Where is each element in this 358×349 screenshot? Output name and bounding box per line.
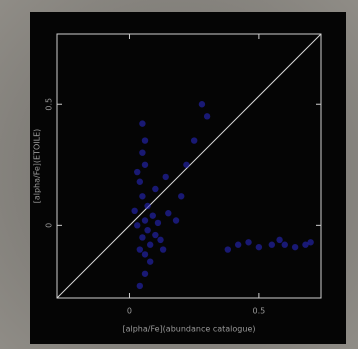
y-tick-label: 0.5	[45, 98, 54, 111]
point	[152, 231, 159, 239]
point	[255, 243, 263, 251]
point	[157, 236, 164, 244]
point	[165, 210, 172, 217]
point	[152, 185, 159, 193]
point	[149, 212, 156, 219]
point	[141, 161, 149, 168]
point	[139, 193, 146, 200]
point	[144, 202, 151, 210]
point	[291, 243, 299, 251]
y-tick-label: 0	[45, 223, 54, 228]
point	[281, 241, 288, 248]
point	[141, 137, 149, 144]
point	[139, 149, 146, 156]
point	[146, 241, 154, 248]
point	[144, 226, 151, 234]
point	[245, 239, 252, 246]
point	[268, 241, 276, 248]
y-axis-label: [alpha/Fe](ETOILE)	[33, 129, 42, 204]
point	[190, 137, 198, 144]
point	[183, 161, 190, 168]
point	[141, 270, 149, 277]
point	[307, 239, 314, 246]
point	[154, 219, 162, 227]
point	[136, 282, 144, 290]
plot-frame	[56, 33, 322, 299]
point	[234, 241, 242, 248]
plot-panel	[30, 12, 346, 344]
point	[139, 234, 146, 241]
point	[131, 207, 138, 215]
point	[172, 217, 180, 224]
point	[136, 246, 144, 253]
x-axis-label: [alpha/Fe](abundance catalogue)	[122, 325, 255, 334]
x-tick-label: 0.5	[253, 307, 266, 316]
point	[146, 258, 154, 265]
point	[276, 236, 283, 244]
point	[136, 178, 144, 185]
point	[134, 168, 141, 176]
point	[162, 173, 169, 181]
point	[139, 120, 146, 127]
point	[159, 246, 167, 253]
point	[141, 217, 149, 224]
point	[198, 101, 206, 108]
x-tick-label: 0	[127, 307, 132, 316]
point	[203, 113, 211, 120]
point	[178, 193, 185, 200]
point	[302, 241, 309, 248]
point	[134, 222, 141, 229]
point	[224, 246, 232, 253]
point	[141, 251, 149, 258]
